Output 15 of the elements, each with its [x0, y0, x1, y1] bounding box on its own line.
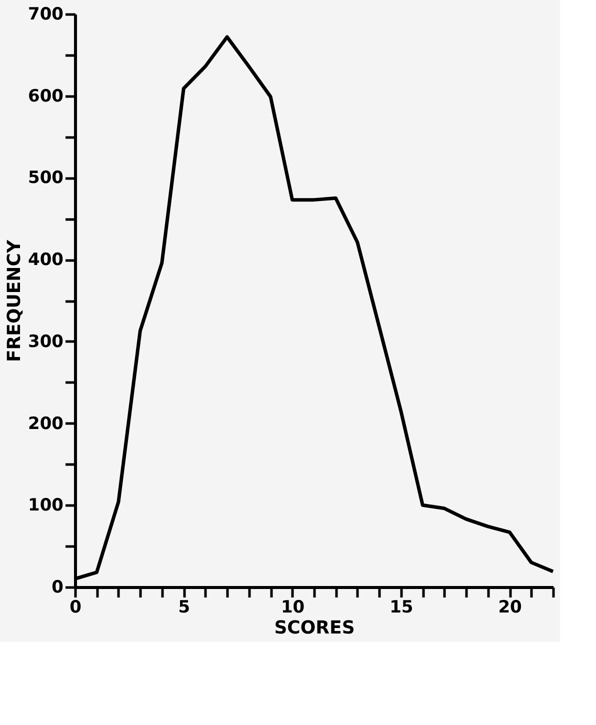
x-tick-label: 10: [280, 598, 305, 618]
y-tick-label: 100: [28, 496, 64, 516]
x-tick-label: 0: [70, 598, 82, 618]
y-tick-label: 500: [28, 168, 64, 188]
x-tick-label: 20: [498, 598, 522, 618]
y-tick-label: 200: [28, 414, 64, 434]
y-tick-label: 300: [28, 332, 64, 352]
x-tick-label: 5: [178, 598, 190, 618]
y-axis-title: FREQUENCY: [4, 239, 26, 362]
y-tick-label: 700: [28, 4, 64, 24]
y-tick-label: 0: [52, 578, 64, 598]
x-axis-title: SCORES: [274, 618, 355, 638]
x-tick-label: 15: [390, 598, 414, 618]
y-tick-label: 400: [28, 250, 64, 270]
y-tick-label: 600: [28, 86, 64, 106]
